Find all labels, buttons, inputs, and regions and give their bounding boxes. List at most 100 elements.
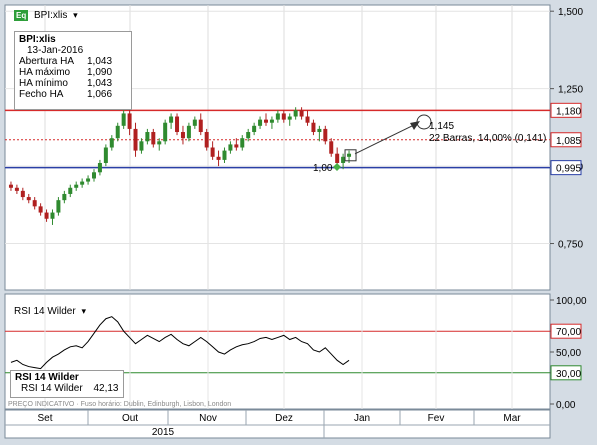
candle-body: [305, 116, 310, 123]
projection-tool[interactable]: [333, 114, 432, 171]
candle-body: [127, 113, 132, 129]
candle-body: [80, 181, 85, 185]
candle-body: [133, 128, 138, 151]
candle-body: [32, 200, 37, 207]
rsi-header[interactable]: RSI 14 Wilder ▾: [14, 306, 86, 317]
month-label: Mar: [503, 413, 521, 424]
candlestick-series: [8, 107, 352, 225]
info-row-value: 1,066: [87, 89, 113, 100]
rsi-legend-title: RSI 14 Wilder: [15, 372, 79, 383]
rsi-tick-label: 30,00: [556, 369, 581, 380]
info-row: HA mínimo 1,043: [19, 78, 127, 89]
price-marker-box: [550, 160, 582, 176]
projection-start-box: [344, 149, 357, 162]
candle-body: [20, 190, 25, 198]
candle-body: [121, 113, 126, 126]
candle-body: [275, 113, 280, 120]
projection-arrow-line: [354, 123, 417, 155]
candle-body: [287, 116, 292, 120]
month-label: Fev: [428, 413, 445, 424]
candle-body: [50, 212, 55, 219]
rsi-marker-box: [550, 365, 582, 381]
info-title: BPI:xlis: [19, 34, 56, 45]
candle-body: [62, 193, 67, 201]
info-row-label: HA mínimo: [19, 78, 68, 89]
info-row: Fecho HA 1,066: [19, 89, 127, 100]
candle-body: [115, 125, 120, 139]
candle-body: [258, 119, 263, 126]
rsi-tick-label: 100,00: [556, 296, 587, 307]
info-row-label: HA máximo: [19, 67, 71, 78]
candle-body: [163, 122, 168, 142]
info-date: 13-Jan-2016: [27, 45, 84, 56]
candle-body: [311, 122, 316, 133]
info-row: HA máximo 1,090: [19, 67, 127, 78]
price-marker-label: 1,085: [556, 136, 581, 147]
candle-body: [204, 132, 209, 148]
info-row-value: 1,043: [87, 56, 113, 67]
price-tick-label: 1,500: [558, 7, 583, 18]
info-row-label: Abertura HA: [19, 56, 75, 67]
candle-body: [109, 138, 114, 148]
chevron-down-icon: ▾: [73, 10, 78, 20]
candle-body: [139, 141, 144, 151]
price-marker-box: [550, 102, 582, 118]
candle-body: [44, 212, 49, 219]
price-marker-box: [550, 132, 582, 148]
month-label: Jan: [354, 413, 370, 424]
candle-body: [281, 113, 286, 120]
candle-body: [86, 178, 91, 182]
candle-body: [210, 147, 215, 157]
candle-body: [68, 187, 73, 194]
info-rows: Abertura HA 1,043 HA máximo 1,090 HA mínimo 1…: [19, 56, 127, 100]
candle-body: [151, 132, 156, 145]
rsi-tick-label: 0,00: [556, 400, 576, 411]
time-axis: Set Out Nov Dez Jan Fev Mar: [37, 410, 521, 438]
candle-body: [157, 141, 162, 145]
projection-label: 22 Barras, 14,00% (0,141): [429, 133, 547, 144]
rsi-header-label: RSI 14 Wilder: [14, 306, 76, 317]
year-label: 2015: [152, 427, 175, 438]
candle-body: [293, 110, 298, 117]
info-row-label: Fecho HA: [19, 89, 64, 100]
candle-body: [103, 147, 108, 163]
candle-body: [26, 197, 31, 201]
rsi-legend: RSI 14 Wilder RSI 14 Wilder 42,13: [10, 370, 124, 398]
symbol-header[interactable]: Eq BPI:xlis ▾: [14, 10, 78, 21]
candle-body: [341, 156, 346, 163]
candle-body: [186, 125, 191, 139]
price-marker-label: 1,180: [556, 106, 581, 117]
candle-body: [246, 132, 251, 139]
month-label: Set: [37, 413, 52, 424]
candle-body: [228, 144, 233, 151]
candle-body: [240, 138, 245, 148]
candle-body: [252, 125, 257, 133]
candle-body: [323, 128, 328, 142]
chevron-down-icon: ▾: [81, 306, 86, 316]
price-marker-label: 0,995: [556, 164, 581, 175]
rsi-line-path: [10, 316, 350, 370]
candle-body: [198, 119, 203, 133]
candle-body: [8, 184, 13, 188]
candle-body: [97, 162, 102, 173]
rsi-series: [10, 316, 350, 370]
rsi-tick-label: 70,00: [556, 327, 581, 338]
info-row: Abertura HA 1,043: [19, 56, 127, 67]
candle-body: [317, 128, 322, 133]
candle-body: [145, 132, 150, 142]
candle-body: [74, 184, 79, 188]
equity-badge: Eq: [14, 10, 29, 21]
info-box: BPI:xlis 13-Jan-2016 Abertura HA 1,043 HA …: [14, 31, 132, 110]
symbol-label: BPI:xlis: [34, 10, 68, 21]
rsi-marker-box: [550, 323, 582, 339]
diamond-marker-icon: [333, 163, 341, 171]
candle-body: [56, 200, 61, 213]
candle-body: [264, 119, 268, 123]
rsi-tick-label: 50,00: [556, 348, 581, 359]
time-axis-bg: [4, 409, 551, 439]
footer-note: PREÇO INDICATIVO · Fuso horário: Dublin,…: [8, 401, 232, 408]
candle-body: [216, 156, 221, 160]
rsi-legend-label: RSI 14 Wilder: [21, 383, 83, 394]
